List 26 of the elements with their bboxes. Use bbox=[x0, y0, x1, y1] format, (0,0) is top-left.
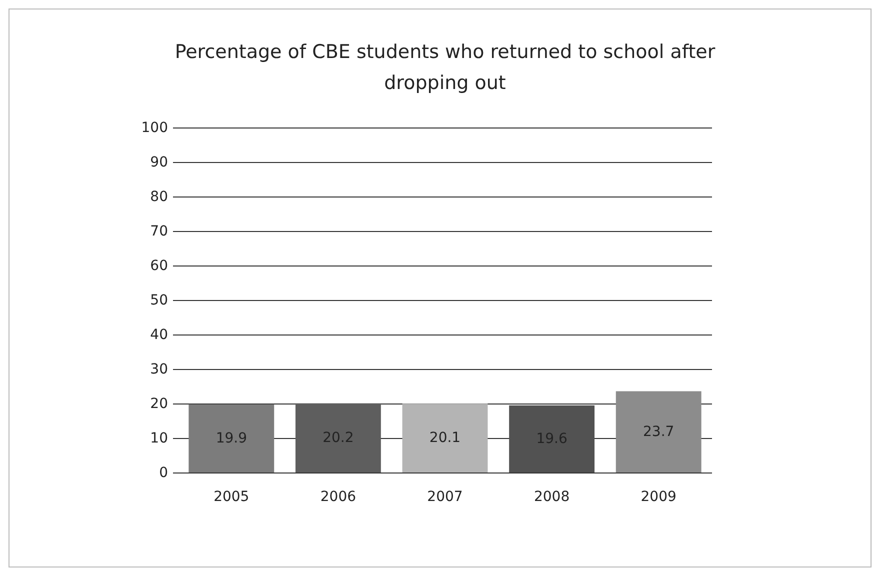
bar bbox=[295, 403, 381, 473]
y-tick-label: 50 bbox=[150, 292, 168, 308]
x-tick-label: 2009 bbox=[640, 489, 676, 505]
y-tick-label: 0 bbox=[159, 464, 168, 481]
y-tick-label: 70 bbox=[150, 223, 168, 240]
x-tick-label: 2006 bbox=[320, 489, 356, 505]
y-tick-label: 20 bbox=[150, 396, 168, 412]
y-tick-label: 100 bbox=[141, 120, 168, 136]
chart-title: Percentage of CBE students who returned to school after dropping out bbox=[174, 41, 716, 94]
y-tick-label: 30 bbox=[150, 361, 168, 378]
bar bbox=[402, 404, 488, 473]
data-label: 23.7 bbox=[643, 424, 674, 440]
bar bbox=[188, 404, 274, 473]
bar bbox=[509, 405, 595, 473]
y-tick-label: 90 bbox=[150, 154, 168, 170]
x-tick-label: 2005 bbox=[214, 489, 250, 505]
x-tick-label: 2008 bbox=[534, 489, 570, 505]
y-tick-label: 80 bbox=[150, 188, 168, 205]
bar bbox=[616, 391, 702, 473]
x-tick-label: 2007 bbox=[427, 489, 463, 505]
data-label: 19.9 bbox=[216, 430, 247, 446]
y-tick-label: 60 bbox=[150, 258, 168, 274]
data-label: 20.2 bbox=[322, 430, 354, 446]
data-label: 20.1 bbox=[429, 430, 461, 446]
y-tick-label: 10 bbox=[150, 430, 168, 446]
y-tick-label: 40 bbox=[150, 326, 168, 343]
